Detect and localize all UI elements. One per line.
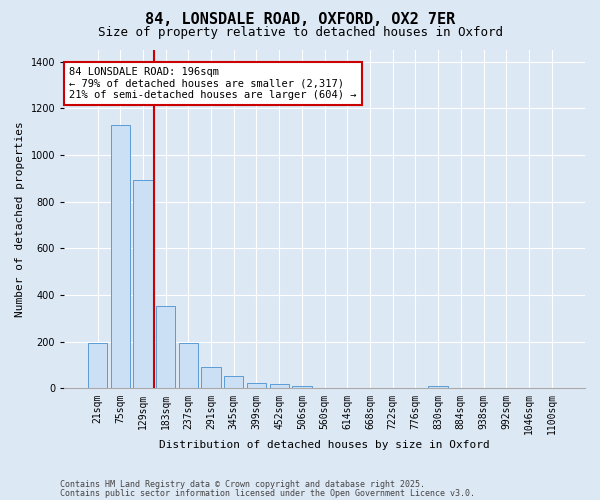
Y-axis label: Number of detached properties: Number of detached properties xyxy=(15,122,25,317)
Bar xyxy=(179,343,198,388)
Text: Contains public sector information licensed under the Open Government Licence v3: Contains public sector information licen… xyxy=(60,488,475,498)
Bar xyxy=(88,343,107,388)
Bar xyxy=(110,124,130,388)
Bar xyxy=(156,306,175,388)
Text: Size of property relative to detached houses in Oxford: Size of property relative to detached ho… xyxy=(97,26,503,39)
Bar xyxy=(202,368,221,388)
Bar xyxy=(247,384,266,388)
Text: 84, LONSDALE ROAD, OXFORD, OX2 7ER: 84, LONSDALE ROAD, OXFORD, OX2 7ER xyxy=(145,12,455,28)
X-axis label: Distribution of detached houses by size in Oxford: Distribution of detached houses by size … xyxy=(159,440,490,450)
Bar xyxy=(292,386,311,388)
Bar xyxy=(133,180,152,388)
Bar xyxy=(224,376,244,388)
Text: 84 LONSDALE ROAD: 196sqm
← 79% of detached houses are smaller (2,317)
21% of sem: 84 LONSDALE ROAD: 196sqm ← 79% of detach… xyxy=(70,67,357,100)
Text: Contains HM Land Registry data © Crown copyright and database right 2025.: Contains HM Land Registry data © Crown c… xyxy=(60,480,425,489)
Bar xyxy=(269,384,289,388)
Bar xyxy=(428,386,448,388)
